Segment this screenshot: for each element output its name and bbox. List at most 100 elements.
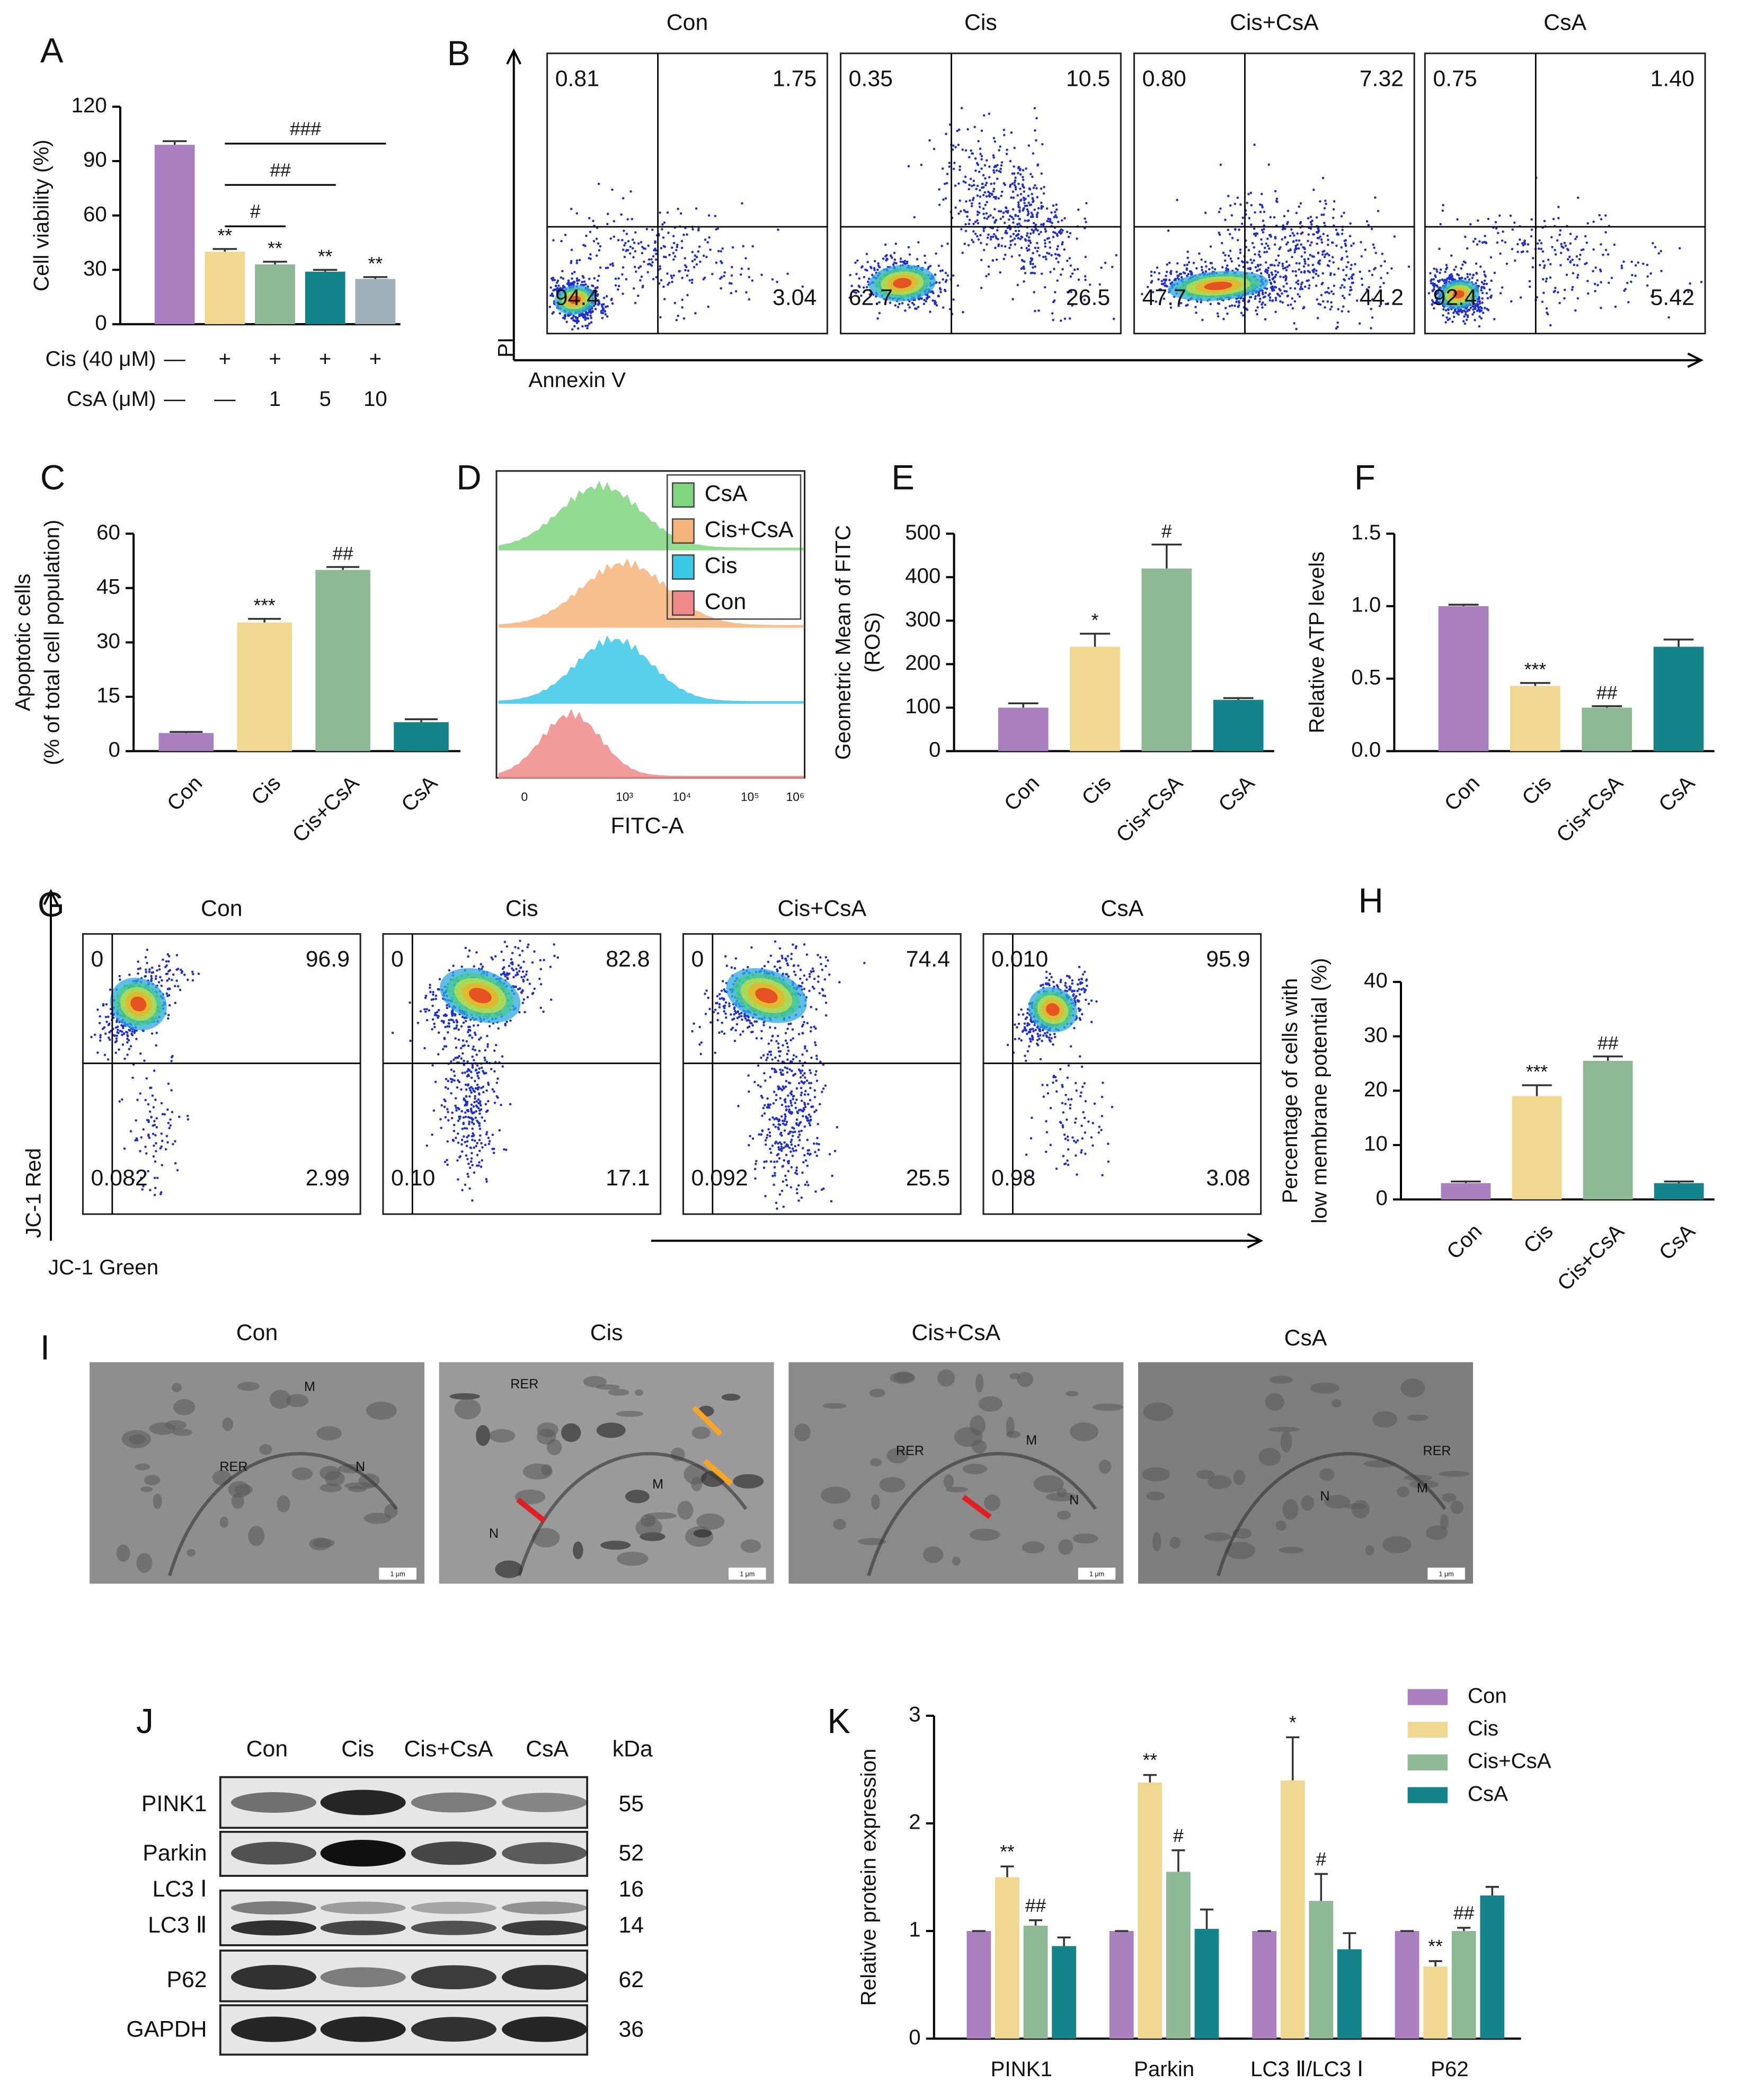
event-dot — [1294, 245, 1297, 247]
event-dot — [1335, 228, 1338, 232]
event-dot — [662, 285, 665, 288]
event-dot — [1182, 271, 1185, 274]
event-dot — [980, 259, 983, 261]
event-dot — [1367, 224, 1370, 227]
event-dot — [1471, 313, 1474, 316]
event-dot — [1349, 222, 1352, 225]
event-dot — [876, 268, 879, 271]
event-dot — [641, 252, 644, 254]
event-dot — [463, 1127, 466, 1130]
event-dot — [155, 975, 157, 978]
event-dot — [570, 249, 573, 251]
event-dot — [876, 317, 879, 320]
event-dot — [1490, 279, 1493, 282]
event-dot — [1178, 272, 1182, 276]
event-dot — [167, 994, 171, 997]
event-dot — [551, 292, 554, 295]
event-dot — [156, 969, 158, 972]
event-dot — [1290, 303, 1292, 306]
event-dot — [723, 271, 726, 274]
event-dot — [865, 253, 868, 255]
event-dot — [975, 188, 978, 191]
legend-swatch — [1407, 1754, 1448, 1771]
event-dot — [1011, 208, 1015, 211]
legend-label: CsA — [1468, 1782, 1508, 1805]
event-dot — [625, 250, 627, 252]
event-dot — [432, 993, 434, 996]
event-dot — [525, 973, 528, 976]
event-dot — [1235, 267, 1238, 270]
event-dot — [969, 199, 971, 202]
event-dot — [567, 279, 570, 282]
event-dot — [985, 181, 988, 184]
event-dot — [1600, 218, 1603, 220]
event-dot — [1485, 242, 1488, 245]
event-dot — [584, 283, 587, 286]
event-dot — [1000, 190, 1004, 193]
event-dot — [468, 1095, 471, 1098]
event-dot — [954, 184, 957, 187]
event-dot — [1438, 247, 1441, 250]
event-dot — [1477, 303, 1479, 306]
event-dot — [1176, 277, 1179, 280]
event-dot — [1373, 268, 1376, 271]
event-dot — [1526, 250, 1529, 253]
event-dot — [1299, 202, 1302, 205]
event-dot — [1222, 317, 1225, 321]
event-dot — [894, 242, 898, 245]
event-dot — [167, 978, 171, 980]
event-dot — [748, 298, 751, 301]
event-dot — [96, 1008, 99, 1011]
event-dot — [1030, 203, 1033, 206]
event-dot — [1678, 247, 1681, 250]
event-dot — [157, 981, 161, 983]
event-dot — [1311, 263, 1315, 267]
event-dot — [446, 1140, 449, 1143]
event-dot — [1480, 281, 1484, 283]
event-dot — [509, 1019, 512, 1022]
event-dot — [471, 1036, 474, 1039]
event-dot — [1341, 284, 1344, 287]
event-dot — [477, 1038, 481, 1041]
event-dot — [651, 261, 654, 264]
event-dot — [1268, 279, 1271, 281]
event-dot — [589, 310, 592, 313]
event-dot — [1022, 209, 1025, 212]
event-dot — [1295, 239, 1298, 242]
event-dot — [1011, 182, 1014, 185]
event-dot — [1351, 277, 1354, 280]
bar — [315, 570, 370, 751]
event-dot — [1630, 280, 1632, 283]
event-dot — [571, 272, 574, 275]
event-dot — [923, 298, 926, 302]
event-dot — [108, 1036, 110, 1039]
event-dot — [1273, 264, 1276, 267]
event-dot — [1300, 286, 1302, 288]
event-dot — [1263, 228, 1265, 231]
event-dot — [1324, 253, 1327, 256]
event-dot — [1320, 241, 1324, 244]
event-dot — [606, 315, 609, 318]
event-dot — [150, 979, 153, 981]
event-dot — [1061, 268, 1064, 271]
event-dot — [160, 985, 163, 987]
event-dot — [493, 1049, 496, 1052]
event-dot — [98, 1022, 101, 1024]
event-dot — [1017, 166, 1020, 170]
event-dot — [974, 157, 977, 160]
event-dot — [553, 954, 556, 958]
event-dot — [1220, 242, 1223, 245]
event-dot — [1009, 160, 1012, 163]
event-dot — [1465, 318, 1468, 321]
event-dot — [104, 1016, 108, 1018]
event-dot — [646, 263, 650, 266]
significance-mark: # — [1161, 521, 1172, 542]
event-dot — [1327, 243, 1329, 246]
quadrant-percent: 0 — [91, 946, 104, 972]
event-dot — [611, 188, 614, 191]
event-dot — [597, 293, 599, 296]
event-dot — [108, 1022, 111, 1025]
event-dot — [1288, 264, 1291, 267]
event-dot — [150, 966, 154, 969]
event-dot — [1019, 237, 1022, 241]
